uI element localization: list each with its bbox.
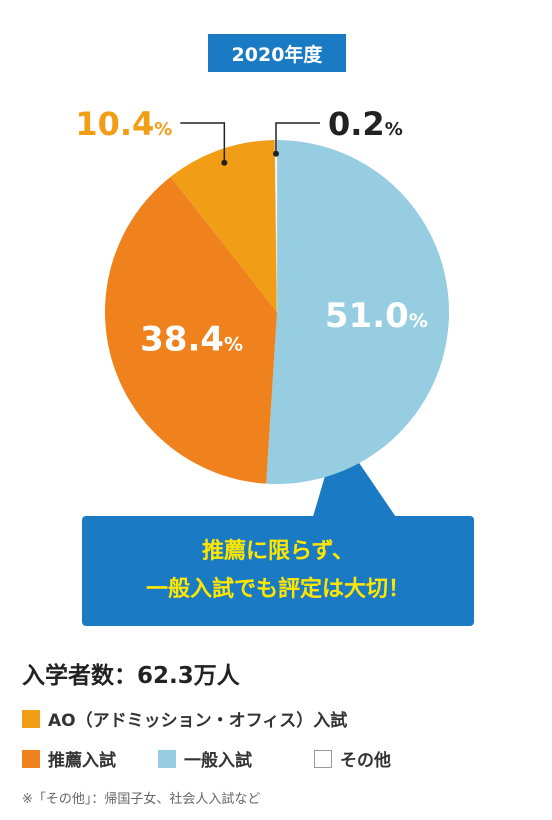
footnote: ※「その他」：帰国子女、社会人入試など <box>22 792 261 807</box>
slice-unit-2: % <box>154 119 172 140</box>
legend-row-2: 推薦入試 一般入試 その他 <box>22 746 391 771</box>
pie-chart: 51.0%38.4%10.4% 0.2% <box>75 105 450 520</box>
legend-swatch-ao <box>22 709 40 728</box>
slice-value-1: 38.4 <box>140 320 224 360</box>
callout-line-2: 一般入試でも評定は大切！ <box>145 577 410 602</box>
callout-box: 推薦に限らず、 一般入試でも評定は大切！ <box>82 516 474 626</box>
slice-label-2: 10.4% <box>75 105 172 143</box>
legend-swatch-ippan <box>158 749 176 768</box>
callout-line-1: 推薦に限らず、 <box>201 539 355 564</box>
legend-item-ippan: 一般入試 <box>158 746 314 771</box>
legend-label-ao: AO（アドミッション・オフィス）入試 <box>48 711 348 731</box>
pie-slice-2 <box>170 140 277 312</box>
leader-line-3 <box>275 122 321 154</box>
legend-item-suisen: 推薦入試 <box>22 746 158 771</box>
legend-label-other: その他 <box>340 751 391 771</box>
pie-slice-0 <box>266 140 450 485</box>
legend-swatch-suisen <box>22 749 40 768</box>
slice-label-1: 38.4% <box>140 320 243 360</box>
legend-item-ao: AO（アドミッション・オフィス）入試 <box>22 706 347 731</box>
slice-value-3: 0.2 <box>328 105 385 143</box>
slice-unit-3: % <box>385 119 403 140</box>
slice-value-2: 10.4 <box>75 105 154 143</box>
slice-value-0: 51.0 <box>325 296 409 336</box>
total-enrollment: 入学者数：62.3万人 <box>22 663 240 689</box>
leader-dot-3 <box>273 150 280 157</box>
slice-label-3: 0.2% <box>328 105 403 143</box>
year-badge: 2020年度 <box>208 34 346 72</box>
slice-unit-1: % <box>224 334 243 356</box>
legend-row-1: AO（アドミッション・オフィス）入試 <box>22 706 347 731</box>
slice-label-0: 51.0% <box>325 296 428 336</box>
legend-label-ippan: 一般入試 <box>184 751 252 771</box>
leader-line-2 <box>180 122 226 163</box>
slice-unit-0: % <box>409 310 428 332</box>
legend-swatch-other <box>314 749 332 768</box>
leader-dot-2 <box>221 159 228 166</box>
pie-slice-1 <box>105 176 277 484</box>
legend-item-other: その他 <box>314 746 391 771</box>
legend-label-suisen: 推薦入試 <box>48 751 116 771</box>
